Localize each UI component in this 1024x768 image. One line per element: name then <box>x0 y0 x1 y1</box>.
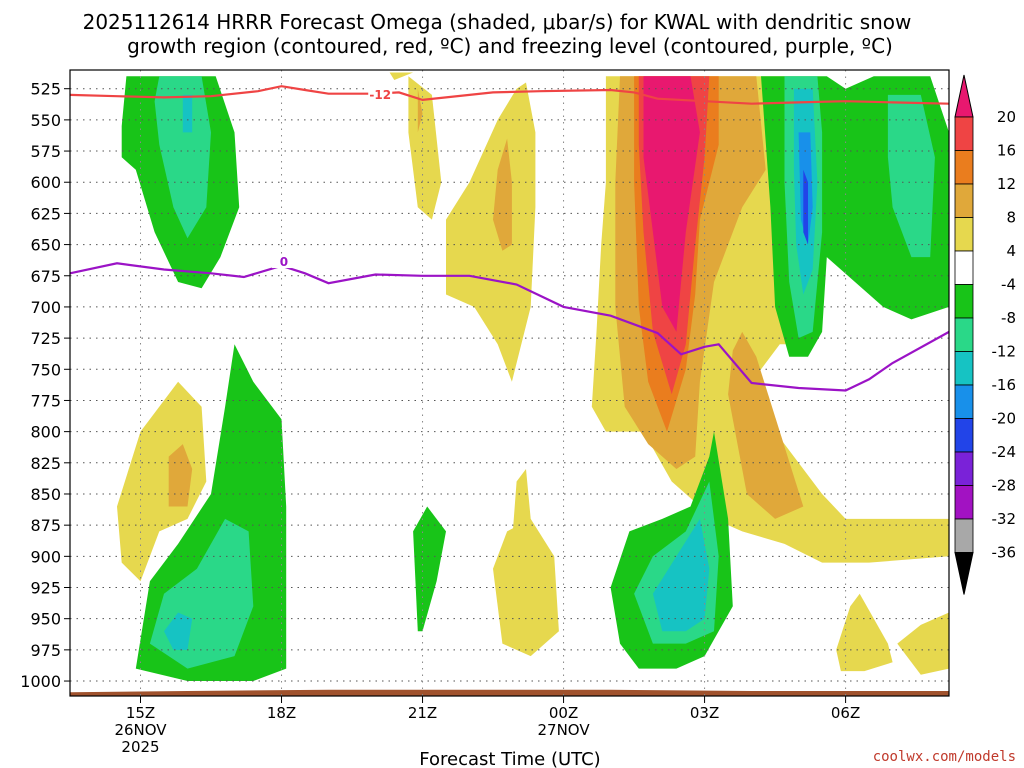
colorbar-swatch-9 <box>954 418 974 453</box>
omega-region-yellow-column-21z <box>408 76 442 220</box>
y-axis-ticks: 525 550 575 600 625 650 675 700 725 750 775 800 825 8… <box>20 80 70 691</box>
colorbar-swatch-10 <box>954 451 974 486</box>
x-tick-label-03z: 03Z <box>690 704 719 722</box>
colorbar-label-12: 12 <box>997 175 1016 193</box>
contour-label--12: -12 <box>369 88 391 102</box>
colorbar: 20 16 12 8 4 -4 -8 -12 -16 -20 -24 -28 -32 -36 <box>954 74 1017 595</box>
colorbar-label-4: 4 <box>1006 242 1016 260</box>
omega-region-yellow-upper-20z <box>389 72 414 80</box>
y-tick-label-850: 850 <box>30 485 61 504</box>
contour-line--12 <box>69 85 950 105</box>
omega-region-teal-core-lower-left <box>164 612 193 650</box>
gridlines <box>70 70 949 696</box>
colorbar-label-16: 16 <box>997 142 1016 160</box>
contour-line-0 <box>69 262 950 392</box>
colorbar-label--32: -32 <box>992 510 1017 528</box>
colorbar-arrow-top <box>954 74 974 118</box>
x-tick-label-2025: 2025 <box>121 738 159 756</box>
y-tick-label-675: 675 <box>30 267 61 286</box>
y-tick-label-525: 525 <box>30 80 61 99</box>
colorbar-swatch-2 <box>954 183 974 218</box>
y-tick-label-575: 575 <box>30 142 61 161</box>
ground-layer <box>70 689 949 696</box>
contour-label-bg-0 <box>271 255 296 269</box>
omega-region-cyan-03z <box>652 518 710 632</box>
omega-region-yellow-06z-low <box>836 593 893 672</box>
y-tick-label-650: 650 <box>30 236 61 255</box>
colorbar-label--4: -4 <box>1001 276 1016 294</box>
omega-region-darkblue-right <box>803 169 808 245</box>
y-tick-label-975: 975 <box>30 641 61 660</box>
plot-frame <box>69 69 950 697</box>
omega-region-magenta-main <box>643 76 700 332</box>
colorbar-label--12: -12 <box>992 343 1017 361</box>
colorbar-swatch-0 <box>954 116 974 151</box>
contour-lines: -12 0 <box>69 85 950 392</box>
y-tick-label-700: 700 <box>30 298 61 317</box>
omega-region-yellow-07z-low <box>897 612 949 675</box>
colorbar-arrow-bottom <box>954 552 974 595</box>
omega-region-orange-lower-left <box>168 444 193 507</box>
y-tick-label-600: 600 <box>30 173 61 192</box>
colorbar-label--28: -28 <box>992 477 1017 495</box>
colorbar-swatch-3 <box>954 217 974 252</box>
colorbar-label--8: -8 <box>1001 309 1016 327</box>
y-tick-label-875: 875 <box>30 516 61 535</box>
colorbar-swatch-11 <box>954 485 974 520</box>
colorbar-swatch-4 <box>954 250 974 285</box>
colorbar-label--24: -24 <box>992 443 1017 461</box>
contour-label-0: 0 <box>280 255 288 269</box>
omega-region-teal-core-upper-left <box>182 94 193 133</box>
omega-shaded-regions <box>117 72 949 681</box>
omega-region-yellow-lower-left <box>117 381 207 582</box>
colorbar-swatch-5 <box>954 284 974 319</box>
y-tick-label-1000: 1000 <box>20 672 61 691</box>
colorbar-label--20: -20 <box>992 410 1017 428</box>
colorbar-label-8: 8 <box>1006 209 1016 227</box>
credit-text: coolwx.com/models <box>873 749 1016 765</box>
y-tick-label-550: 550 <box>30 111 61 130</box>
colorbar-label-20: 20 <box>997 108 1016 126</box>
x-tick-label-18z: 18Z <box>267 704 296 722</box>
y-tick-label-625: 625 <box>30 204 61 223</box>
y-tick-label-725: 725 <box>30 329 61 348</box>
y-tick-label-900: 900 <box>30 547 61 566</box>
x-tick-label-21z: 21Z <box>408 704 437 722</box>
y-tick-label-775: 775 <box>30 391 61 410</box>
y-tick-label-825: 825 <box>30 454 61 473</box>
y-tick-label-950: 950 <box>30 610 61 629</box>
y-tick-label-800: 800 <box>30 423 61 442</box>
chart-title-line2: growth region (contoured, red, ºC) and f… <box>127 34 893 58</box>
colorbar-swatch-7 <box>954 351 974 386</box>
x-tick-label-26nov: 26NOV <box>114 721 167 739</box>
colorbar-swatch-6 <box>954 317 974 352</box>
x-tick-label-06z: 06Z <box>831 704 860 722</box>
y-tick-label-750: 750 <box>30 360 61 379</box>
x-tick-label-00z: 00Z <box>549 704 578 722</box>
omega-region-teal-upper-left <box>154 76 211 239</box>
x-tick-label-15z: 15Z <box>126 704 155 722</box>
colorbar-swatch-12 <box>954 518 974 553</box>
contour-label-bg--12 <box>368 87 393 101</box>
x-tick-label-27nov: 27NOV <box>537 721 590 739</box>
omega-region-green-21z <box>413 506 446 632</box>
colorbar-label--36: -36 <box>992 544 1017 562</box>
omega-region-yellow-column-22z <box>446 82 536 382</box>
colorbar-swatch-8 <box>954 384 974 419</box>
ground-surface <box>70 689 949 696</box>
colorbar-swatch-1 <box>954 150 974 185</box>
colorbar-label--16: -16 <box>992 376 1017 394</box>
chart-title-line1: 2025112614 HRRR Forecast Omega (shaded, … <box>83 10 912 34</box>
x-axis-label: Forecast Time (UTC) <box>419 749 600 768</box>
omega-region-teal-right-2 <box>887 94 935 258</box>
omega-region-orange-column-22z <box>493 138 512 251</box>
y-tick-label-925: 925 <box>30 579 61 598</box>
